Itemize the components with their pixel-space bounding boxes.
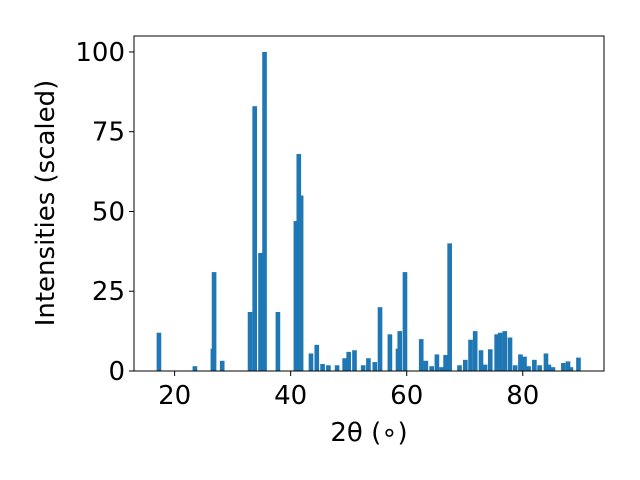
bar-50 [526,366,531,371]
bar-40 [478,350,484,371]
bar-57 [565,361,571,371]
bar-3 [211,272,217,371]
bar-49 [522,356,527,371]
bar-35 [447,243,452,371]
bar-31 [429,366,434,371]
bar-14 [314,344,320,371]
x-tick-label-60: 60 [390,381,423,411]
bar-47 [512,365,518,371]
bar-12 [298,195,304,371]
bar-5 [247,311,253,371]
bar-1 [192,366,198,371]
bar-19 [346,351,352,371]
x-tick-label-20: 20 [158,381,191,411]
bar-0 [156,332,162,371]
bar-15 [320,363,325,371]
bar-18 [342,358,347,371]
y-tick-label-0: 0 [108,357,125,387]
bar-30 [423,360,429,371]
bar-36 [457,365,462,371]
y-tick-label-75: 75 [92,118,125,148]
bar-32 [434,354,440,371]
y-tick-label-50: 50 [92,197,125,227]
bar-53 [543,353,549,371]
bar-43 [494,334,499,371]
y-tick-label-100: 100 [75,38,125,68]
x-tick-label-40: 40 [274,381,307,411]
bar-9 [275,311,281,371]
plot-background [134,36,604,371]
bar-54 [546,364,552,371]
bar-13 [308,353,314,371]
bar-37 [463,359,468,371]
bar-16 [326,365,331,371]
bar-23 [372,362,378,371]
bar-42 [487,349,493,371]
bar-45 [502,331,508,371]
bar-59 [576,357,581,371]
bar-20 [352,350,357,371]
bar-4 [219,360,225,371]
bar-44 [497,332,503,371]
bar-6 [252,106,258,371]
bar-41 [482,364,488,371]
bar-21 [360,365,366,371]
bars-group [156,51,581,371]
plot-frame [133,35,605,372]
bar-24 [377,307,383,371]
bar-29 [418,339,424,371]
bar-28 [402,272,408,371]
bar-39 [472,331,478,371]
bar-25 [387,334,393,371]
bar-56 [561,363,566,371]
bar-52 [537,365,542,371]
bar-22 [366,358,371,371]
bar-33 [439,367,444,371]
y-axis-label: Intensities (scaled) [31,80,61,327]
x-tick-label-80: 80 [506,381,539,411]
bar-48 [518,354,523,371]
x-axis-label: 2θ (∘) [330,418,407,448]
y-tick-label-25: 25 [92,277,125,307]
bar-46 [507,337,513,371]
x-ticks-group: 20 40 60 80 [158,371,539,411]
bar-8 [262,51,267,371]
bar-58 [568,367,574,371]
bar-27 [397,331,403,371]
bar-10 [293,221,299,371]
bar-38 [468,339,473,371]
bar-34 [443,355,448,371]
y-ticks-group: 0 25 50 75 100 [75,38,134,387]
bar-17 [334,365,340,371]
bar-55 [550,367,556,371]
bar-7 [258,252,263,371]
bar-51 [532,359,537,371]
